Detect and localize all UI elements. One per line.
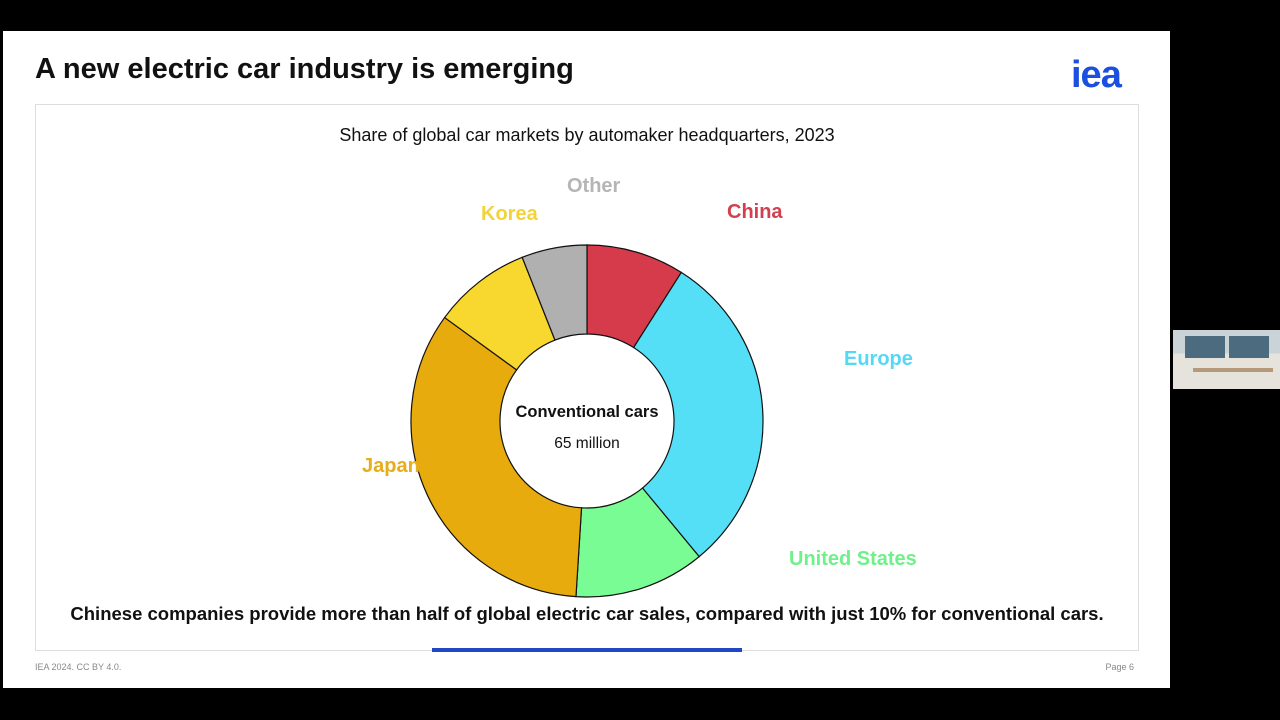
footer-page-number: Page 6 [1105, 662, 1134, 672]
slice-label: Japan [362, 455, 420, 477]
chart-title: Share of global car markets by automaker… [339, 125, 835, 145]
donut-chart: China Europe United States Japan Korea Other C… [362, 175, 917, 598]
slide: A new electric car industry is emerging … [3, 31, 1170, 688]
slice-japan [410, 316, 583, 598]
slice-label: Europe [844, 348, 913, 370]
slice-europe [632, 271, 764, 558]
progress-bar [432, 648, 742, 652]
center-label: Conventional cars [515, 403, 658, 421]
slice-other [521, 244, 588, 341]
takeaway-text: Chinese companies provide more than half… [70, 603, 1104, 624]
chart-panel: Share of global car markets by automaker… [35, 104, 1139, 651]
video-thumbnail[interactable] [1173, 330, 1280, 389]
slice-label: United States [789, 548, 917, 570]
iea-logo: iea [1071, 54, 1122, 96]
footer-copyright: IEA 2024. CC BY 4.0. [35, 662, 122, 672]
slice-label: Other [567, 175, 621, 197]
slice-label: Korea [481, 203, 539, 225]
center-value: 65 million [554, 435, 619, 452]
slice-label: China [727, 201, 783, 223]
slide-title: A new electric car industry is emerging [35, 53, 574, 85]
